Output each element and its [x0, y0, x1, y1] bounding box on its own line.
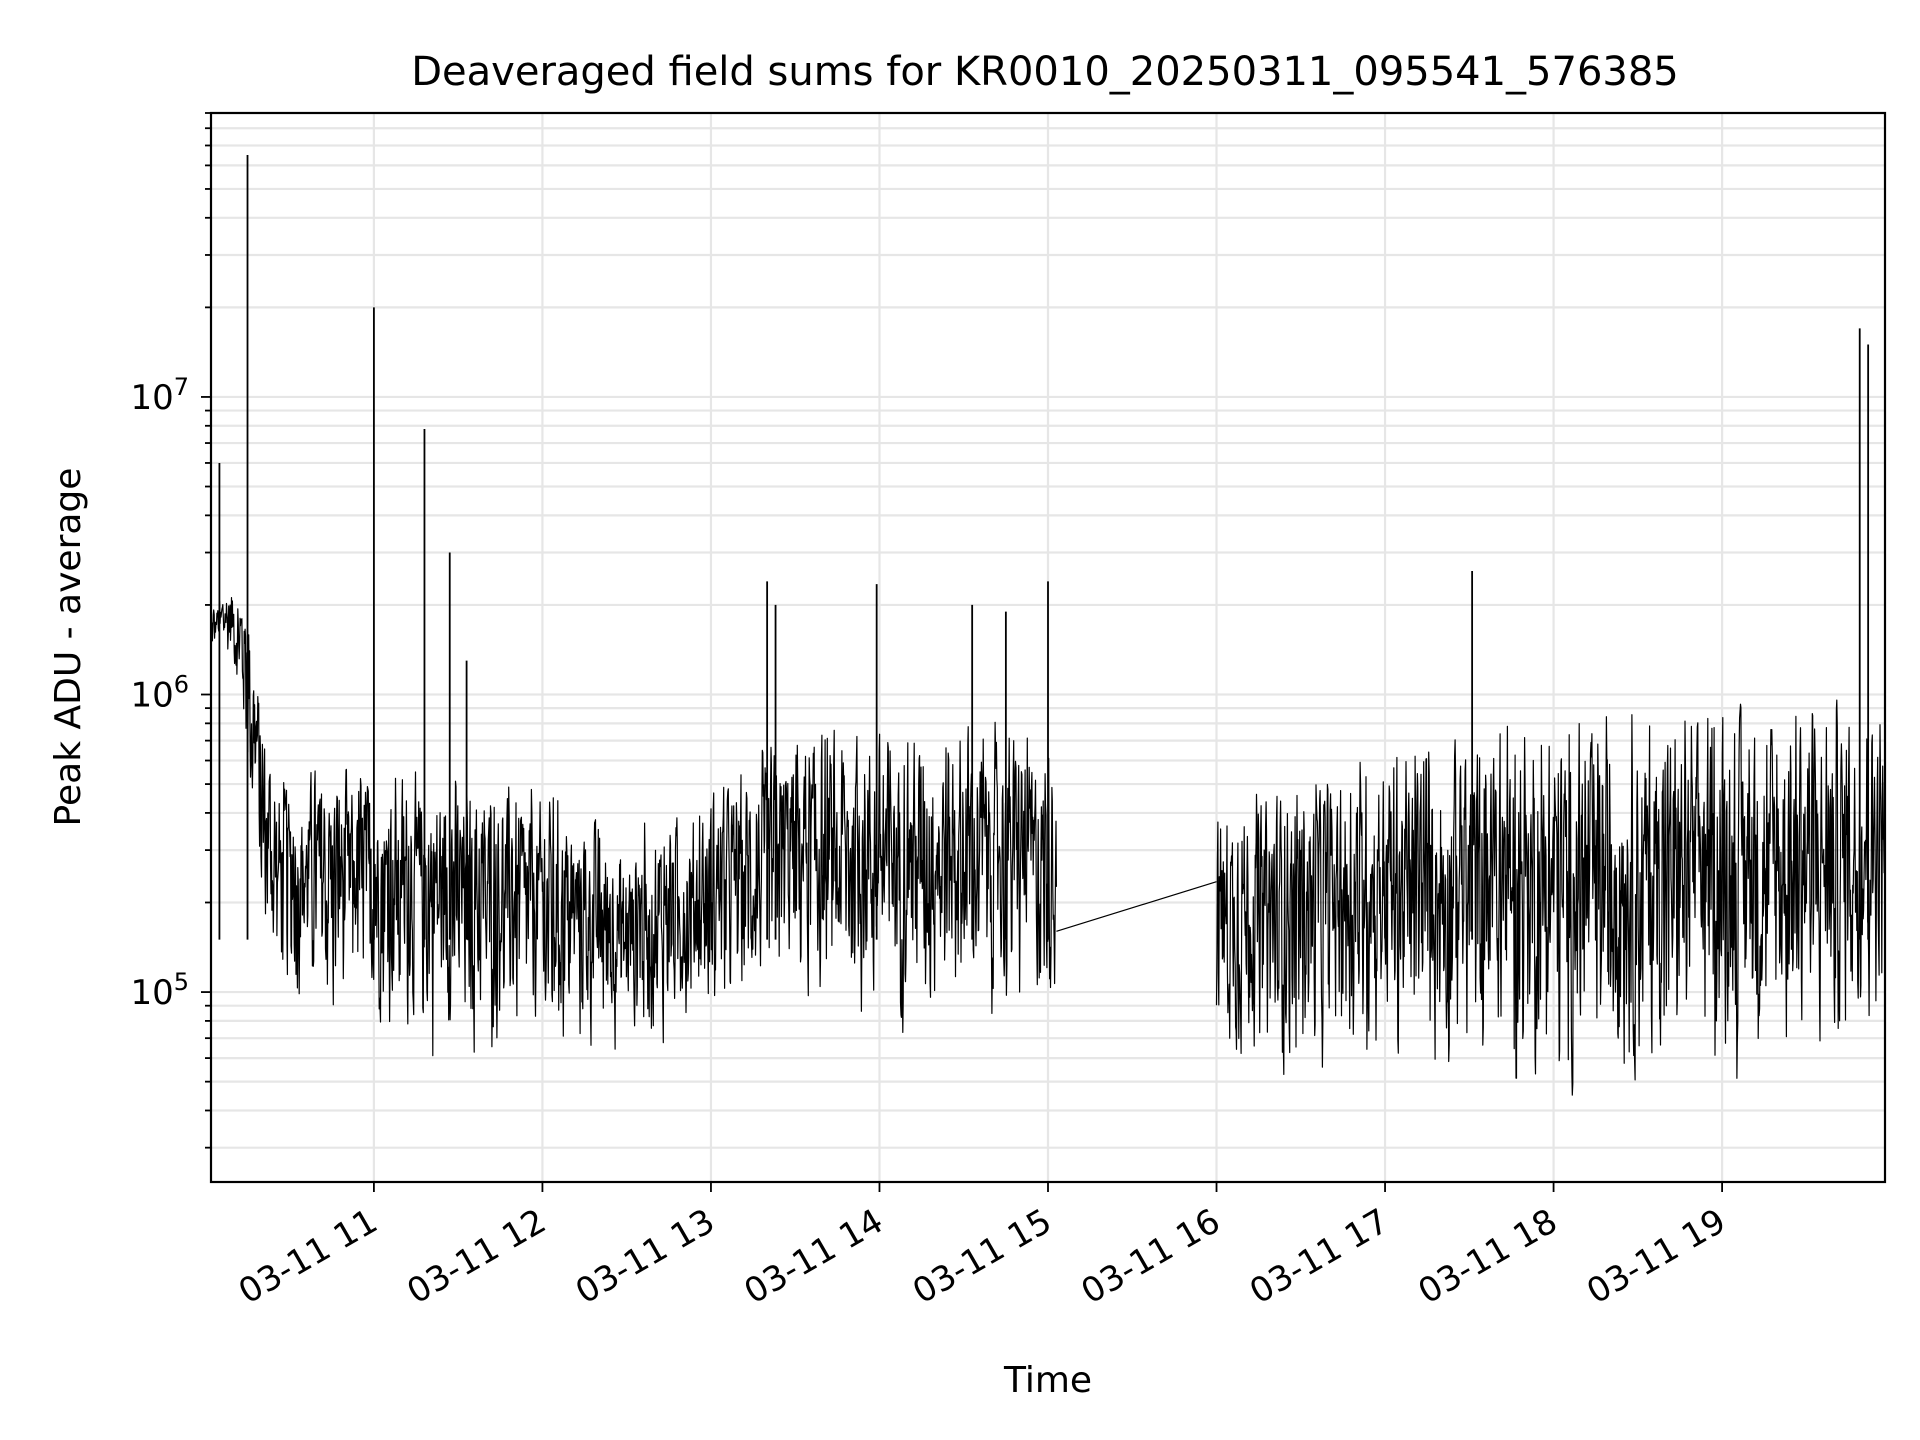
series-line	[1056, 881, 1217, 932]
x-axis-label: Time	[1003, 1360, 1092, 1401]
y-tick-label: 107	[130, 373, 189, 418]
chart-title: Deaveraged field sums for KR0010_2025031…	[411, 49, 1679, 95]
y-axis-label: Peak ADU - average	[48, 468, 89, 827]
series-line	[1215, 699, 1886, 1096]
data-series	[210, 155, 1886, 1096]
y-tick-label: 106	[130, 671, 189, 716]
y-tick-label: 105	[130, 968, 189, 1013]
series-line	[210, 597, 1057, 1057]
